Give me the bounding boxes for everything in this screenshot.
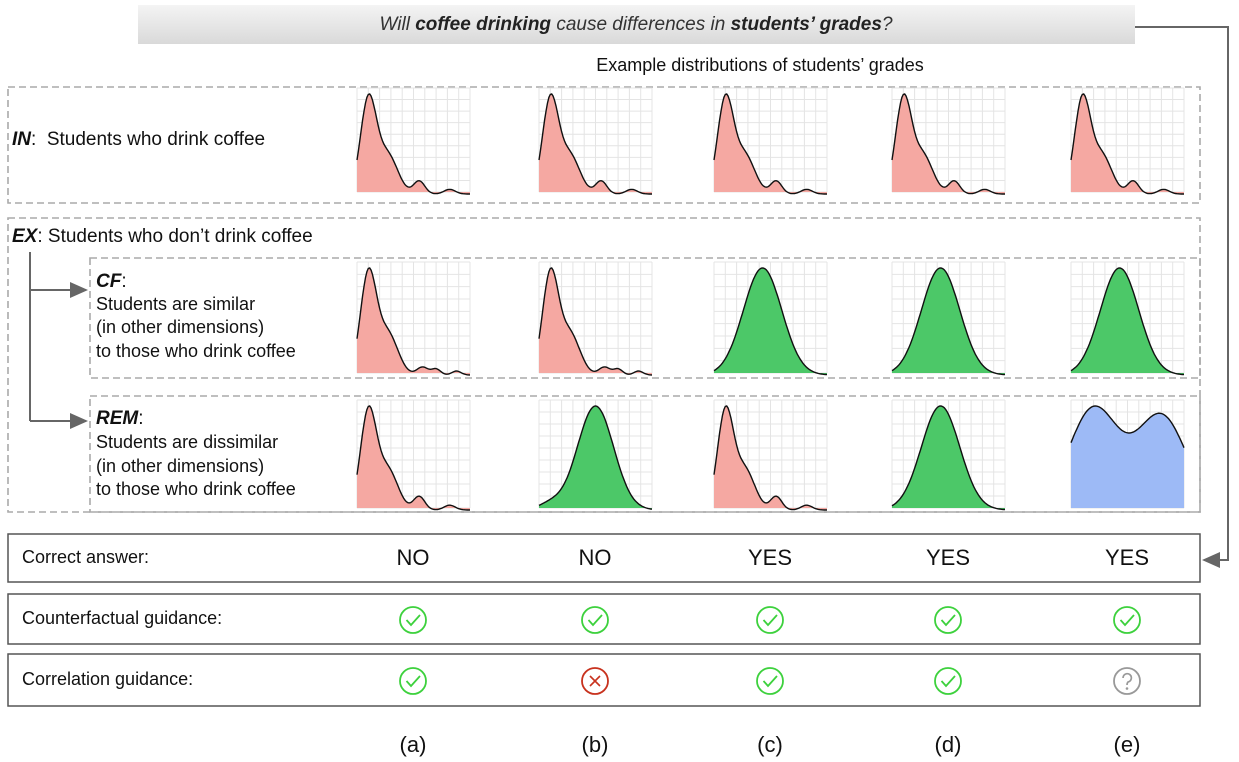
distribution-curve <box>713 405 827 511</box>
distribution-curve <box>713 93 827 195</box>
icon-check <box>934 606 962 634</box>
answer: YES <box>1105 545 1149 570</box>
icon-check <box>399 606 427 634</box>
group-suffix: : <box>121 271 126 292</box>
row-label: Counterfactual guidance: <box>22 608 222 628</box>
answer: NO <box>397 545 430 570</box>
icon-check <box>940 675 956 688</box>
group-key: CF <box>96 271 123 292</box>
distribution-area <box>1071 406 1184 508</box>
icon-check <box>934 667 962 695</box>
distribution-curve <box>891 267 1006 376</box>
row-label: Correlation guidance: <box>22 669 193 689</box>
rem-line: (in other dimensions) <box>96 456 264 476</box>
distribution-area <box>539 268 652 375</box>
question-part: Will <box>379 14 415 35</box>
column-label: (b) <box>582 732 609 757</box>
icon-question <box>1122 672 1133 686</box>
cf-key-line: CF: <box>96 271 127 292</box>
rem-line: Students are dissimilar <box>96 432 278 452</box>
icon-check <box>1113 606 1141 634</box>
group-key: IN <box>12 129 32 150</box>
icon-q <box>1113 667 1141 695</box>
table-row <box>7 533 1201 583</box>
distribution-area <box>892 406 1005 510</box>
icon-question-dot <box>1125 687 1129 690</box>
distribution-area <box>892 268 1005 375</box>
distribution-curve <box>538 93 652 195</box>
column-label: (e) <box>1114 732 1141 757</box>
group-text: : Students who drink coffee <box>31 129 265 150</box>
group-text: : Students who don’t drink coffee <box>37 226 312 247</box>
distribution-area <box>539 94 652 194</box>
rem-box <box>89 395 1201 513</box>
icon-cross <box>581 667 609 695</box>
icon-check <box>762 675 778 688</box>
column-label: (c) <box>757 732 783 757</box>
distribution-area <box>714 268 827 375</box>
distribution-area <box>1071 94 1184 194</box>
icon-check <box>405 614 421 627</box>
in-box <box>7 86 1201 204</box>
cf-line: to those who drink coffee <box>96 341 296 361</box>
icon-cross <box>589 675 601 687</box>
group-suffix: : <box>138 408 143 429</box>
table-row <box>7 653 1201 707</box>
icon-check <box>581 606 609 634</box>
connector <box>1135 26 1229 568</box>
distribution-area <box>357 406 470 510</box>
group-key: EX <box>12 226 39 247</box>
group-key: REM <box>96 408 139 429</box>
distribution-curve <box>713 267 828 376</box>
icon-check <box>762 614 778 627</box>
distribution-curve <box>356 93 470 195</box>
question-part: ? <box>882 14 893 35</box>
distribution-curve <box>1070 405 1185 448</box>
question-part: students’ grades <box>731 14 882 35</box>
icon-check <box>1119 614 1135 627</box>
ex-label: EX: Students who don’t drink coffee <box>12 226 313 247</box>
question-part: cause differences in <box>551 14 731 35</box>
question-box <box>138 5 1135 44</box>
cf-line: Students are similar <box>96 294 255 314</box>
icon-check <box>399 667 427 695</box>
row-label: Correct answer: <box>22 547 149 567</box>
distribution-area <box>892 94 1005 194</box>
distribution-curve <box>538 267 653 376</box>
cf-line: (in other dimensions) <box>96 317 264 337</box>
distribution-area <box>357 94 470 194</box>
distribution-curve <box>1070 93 1184 195</box>
distribution-curve <box>891 405 1006 511</box>
distribution-area <box>1071 268 1184 375</box>
rem-line: to those who drink coffee <box>96 479 296 499</box>
distribution-area <box>357 268 470 375</box>
distribution-curve <box>538 405 653 510</box>
cf-box <box>89 257 1201 379</box>
answer: YES <box>748 545 792 570</box>
distribution-area <box>714 406 827 510</box>
distribution-curve <box>356 267 471 376</box>
column-label: (a) <box>400 732 427 757</box>
icon-check <box>587 614 603 627</box>
column-label: (d) <box>935 732 962 757</box>
answer: NO <box>579 545 612 570</box>
icon-check <box>756 606 784 634</box>
icon-check <box>940 614 956 627</box>
icon-check <box>405 675 421 688</box>
answer: YES <box>926 545 970 570</box>
distribution-curve <box>1070 267 1185 376</box>
distribution-curve <box>356 405 470 511</box>
icon-check <box>756 667 784 695</box>
distributions-title: Example distributions of students’ grade… <box>596 55 924 75</box>
in-label: IN: Students who drink coffee <box>12 129 265 150</box>
distribution-area <box>539 406 652 510</box>
rem-key-line: REM: <box>96 408 144 429</box>
distribution-curve <box>891 93 1005 195</box>
distribution-area <box>714 94 827 194</box>
question: Will coffee drinking cause differences i… <box>379 14 892 35</box>
table-row <box>7 593 1201 645</box>
question-part: coffee drinking <box>415 14 551 35</box>
